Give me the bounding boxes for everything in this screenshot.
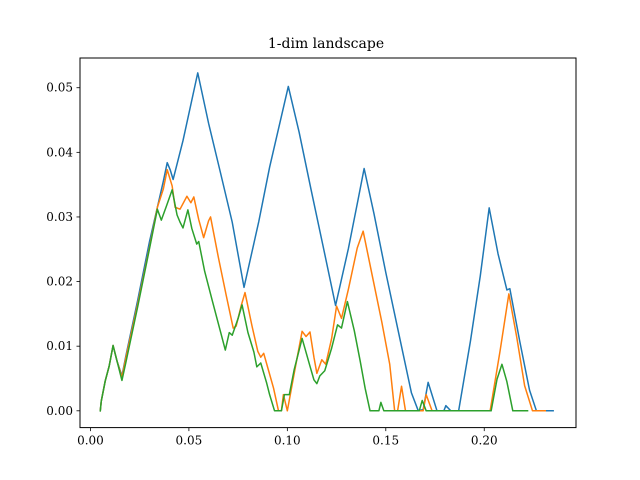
series-line-1: [99, 72, 554, 412]
y-tick-label: 0.02: [46, 275, 73, 289]
x-tick-label: 0.20: [471, 434, 498, 448]
y-tick-label: 0.05: [46, 81, 73, 95]
y-tick-label: 0.04: [46, 145, 73, 159]
y-axis: 0.00 0.01 0.02 0.03 0.04 0.05: [46, 81, 80, 418]
plot-area: [99, 72, 554, 412]
x-tick-label: 0.10: [274, 434, 301, 448]
series-line-3: [99, 189, 529, 412]
x-tick-label: 0.15: [372, 434, 399, 448]
y-tick-label: 0.03: [46, 210, 73, 224]
y-tick-label: 0.01: [46, 339, 73, 353]
series-line-2: [99, 169, 547, 412]
x-tick-label: 0.00: [77, 434, 104, 448]
x-axis: 0.00 0.05 0.10 0.15 0.20: [77, 427, 498, 448]
chart-title: 1-dim landscape: [268, 36, 384, 52]
x-tick-label: 0.05: [176, 434, 203, 448]
y-tick-label: 0.00: [46, 404, 73, 418]
axes-frame: [79, 57, 577, 429]
